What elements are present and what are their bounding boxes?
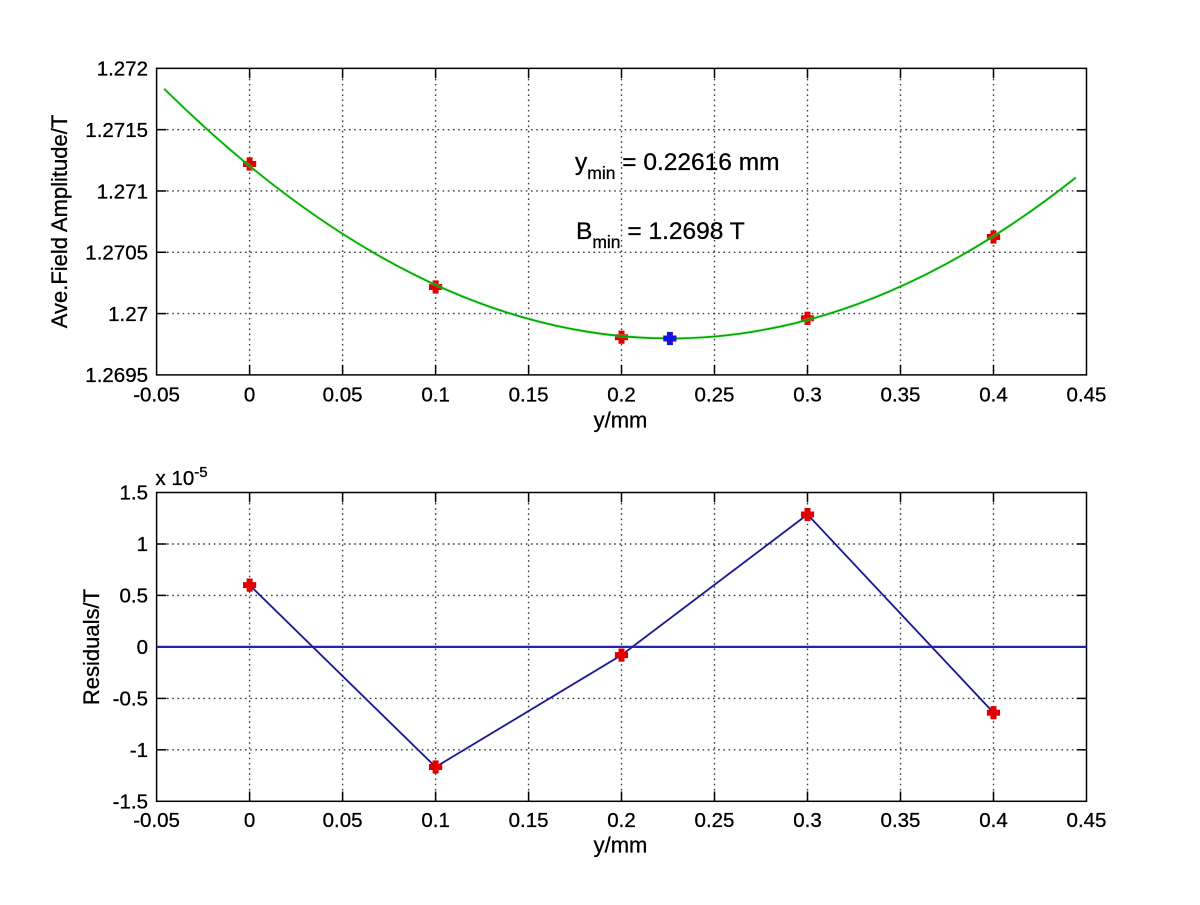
svg-text:-1: -1 <box>130 739 148 762</box>
svg-text:1.271: 1.271 <box>97 180 148 203</box>
svg-text:0: 0 <box>244 809 255 832</box>
svg-text:y/mm: y/mm <box>594 407 648 432</box>
svg-text:0.3: 0.3 <box>793 384 822 407</box>
svg-text:0: 0 <box>137 636 148 659</box>
svg-text:0.2: 0.2 <box>607 384 636 407</box>
svg-text:1.2715: 1.2715 <box>85 119 148 142</box>
svg-text:-0.05: -0.05 <box>133 384 180 407</box>
svg-text:0.4: 0.4 <box>979 384 1008 407</box>
svg-text:0: 0 <box>244 384 255 407</box>
svg-text:Ave.Field Amplitude/T: Ave.Field Amplitude/T <box>47 115 72 329</box>
svg-text:1.2705: 1.2705 <box>85 242 148 265</box>
svg-text:0.2: 0.2 <box>607 809 636 832</box>
svg-text:y/mm: y/mm <box>594 832 648 857</box>
svg-text:0.5: 0.5 <box>120 585 149 608</box>
svg-text:Residuals/T: Residuals/T <box>79 589 104 705</box>
svg-text:0.25: 0.25 <box>695 809 735 832</box>
svg-text:0.45: 0.45 <box>1067 809 1107 832</box>
svg-text:0.35: 0.35 <box>881 384 921 407</box>
svg-text:1.27: 1.27 <box>108 303 148 326</box>
svg-text:-0.05: -0.05 <box>133 809 180 832</box>
svg-text:0.1: 0.1 <box>421 809 450 832</box>
svg-text:0.35: 0.35 <box>881 809 921 832</box>
svg-text:1.272: 1.272 <box>97 58 148 81</box>
svg-text:0.05: 0.05 <box>323 384 363 407</box>
svg-text:-0.5: -0.5 <box>113 688 148 711</box>
svg-text:0.3: 0.3 <box>793 809 822 832</box>
svg-text:1: 1 <box>137 533 148 556</box>
svg-text:0.05: 0.05 <box>323 809 363 832</box>
svg-text:Bmin = 1.2698 T: Bmin = 1.2698 T <box>576 218 745 252</box>
svg-text:0.15: 0.15 <box>509 384 549 407</box>
svg-text:0.15: 0.15 <box>509 809 549 832</box>
svg-text:0.4: 0.4 <box>979 809 1008 832</box>
svg-text:0.1: 0.1 <box>421 384 450 407</box>
svg-text:0.25: 0.25 <box>695 384 735 407</box>
svg-text:-1.5: -1.5 <box>113 791 148 814</box>
svg-text:0.45: 0.45 <box>1067 384 1107 407</box>
svg-text:1.5: 1.5 <box>120 482 149 505</box>
svg-text:1.2695: 1.2695 <box>85 364 148 387</box>
